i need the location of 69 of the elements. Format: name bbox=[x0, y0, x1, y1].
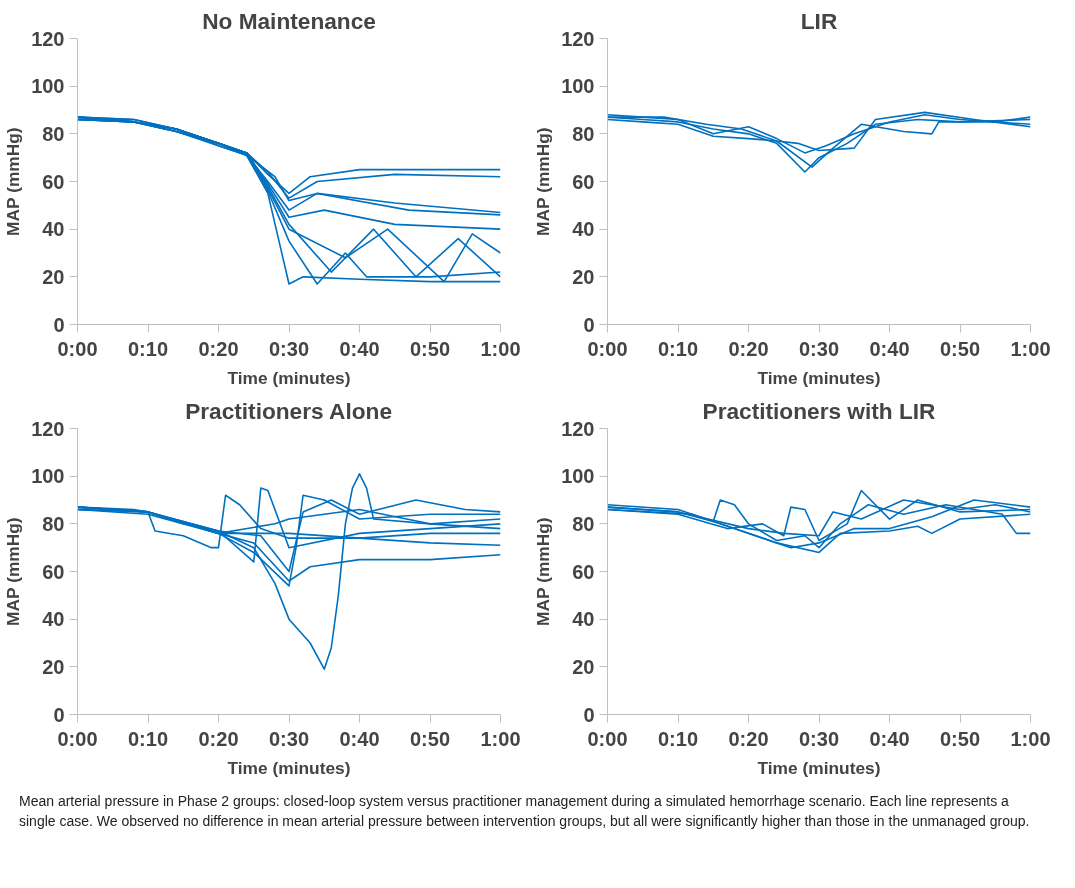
x-tick-label: 1:00 bbox=[1010, 727, 1051, 750]
x-tick-label: 0:00 bbox=[587, 727, 628, 750]
y-tick-label: 20 bbox=[572, 265, 595, 288]
y-tick-label: 100 bbox=[31, 465, 65, 488]
y-tick-label: 0 bbox=[583, 703, 595, 726]
x-tick-label: 0:20 bbox=[198, 337, 239, 360]
x-tick-label: 0:30 bbox=[268, 337, 310, 360]
chart-title: No Maintenance bbox=[202, 7, 376, 34]
y-tick-label: 80 bbox=[42, 512, 65, 535]
chart-title: LIR bbox=[800, 7, 838, 34]
x-axis-title: Time (minutes) bbox=[757, 757, 881, 778]
x-tick-label: 0:10 bbox=[127, 727, 169, 750]
y-tick-label: 120 bbox=[561, 417, 595, 440]
y-tick-label: 0 bbox=[53, 703, 65, 726]
y-tick-label: 20 bbox=[42, 655, 65, 678]
x-tick-label: 0:40 bbox=[339, 727, 380, 750]
y-tick-label: 20 bbox=[572, 655, 595, 678]
x-tick-label: 0:50 bbox=[939, 727, 981, 750]
y-tick-label: 100 bbox=[561, 75, 595, 98]
text: Mean arterial pressure in Phase 2 groups: closed-loop system versus practitioner management during a simulated hemorrhage scenario. Each line represents a single case. We observed no difference in mean arterial pressure between intervention groups, but all were significantly higher than those in the unmanaged group. bbox=[19, 792, 1031, 831]
y-tick-label: 120 bbox=[31, 27, 65, 50]
x-tick-label: 1:00 bbox=[1010, 337, 1051, 360]
x-tick-label: 0:50 bbox=[409, 337, 451, 360]
x-axis-title: Time (minutes) bbox=[227, 367, 351, 388]
x-tick-label: 0:00 bbox=[57, 727, 98, 750]
y-axis-title: MAP (mmHg) bbox=[3, 517, 24, 626]
y-tick-label: 40 bbox=[572, 608, 595, 631]
chart-title: Practitioners Alone bbox=[185, 397, 393, 424]
x-axis-title: Time (minutes) bbox=[757, 367, 881, 388]
y-tick-label: 100 bbox=[31, 75, 65, 98]
y-tick-label: 60 bbox=[42, 170, 65, 193]
x-tick-label: 0:30 bbox=[268, 727, 310, 750]
y-tick-label: 0 bbox=[53, 313, 65, 336]
y-tick-label: 0 bbox=[583, 313, 595, 336]
y-tick-label: 120 bbox=[31, 417, 65, 440]
x-tick-label: 1:00 bbox=[480, 727, 521, 750]
x-tick-label: 0:40 bbox=[869, 727, 910, 750]
y-tick-label: 60 bbox=[572, 170, 595, 193]
x-tick-label: 0:20 bbox=[728, 727, 769, 750]
x-tick-label: 0:40 bbox=[339, 337, 380, 360]
y-axis-title: MAP (mmHg) bbox=[3, 127, 24, 236]
chart-title: Practitioners with LIR bbox=[702, 397, 936, 424]
y-tick-label: 60 bbox=[42, 560, 65, 583]
x-tick-label: 0:30 bbox=[798, 337, 840, 360]
y-tick-label: 80 bbox=[572, 512, 595, 535]
x-tick-label: 0:10 bbox=[657, 727, 699, 750]
x-tick-label: 1:00 bbox=[480, 337, 521, 360]
x-tick-label: 0:50 bbox=[409, 727, 451, 750]
x-tick-label: 0:40 bbox=[869, 337, 910, 360]
y-axis-title: MAP (mmHg) bbox=[533, 127, 554, 236]
x-tick-label: 0:20 bbox=[728, 337, 769, 360]
x-axis-title: Time (minutes) bbox=[227, 757, 351, 778]
y-tick-label: 20 bbox=[42, 265, 65, 288]
x-tick-label: 0:20 bbox=[198, 727, 239, 750]
y-tick-label: 100 bbox=[561, 465, 595, 488]
y-tick-label: 60 bbox=[572, 560, 595, 583]
y-tick-label: 40 bbox=[572, 218, 595, 241]
x-tick-label: 0:50 bbox=[939, 337, 981, 360]
y-tick-label: 120 bbox=[561, 27, 595, 50]
x-tick-label: 0:10 bbox=[127, 337, 169, 360]
x-tick-label: 0:00 bbox=[587, 337, 628, 360]
x-tick-label: 0:30 bbox=[798, 727, 840, 750]
y-tick-label: 80 bbox=[42, 122, 65, 145]
y-tick-label: 40 bbox=[42, 608, 65, 631]
y-tick-label: 40 bbox=[42, 218, 65, 241]
y-axis-title: MAP (mmHg) bbox=[533, 517, 554, 626]
x-tick-label: 0:10 bbox=[657, 337, 699, 360]
y-tick-label: 80 bbox=[572, 122, 595, 145]
x-tick-label: 0:00 bbox=[57, 337, 98, 360]
